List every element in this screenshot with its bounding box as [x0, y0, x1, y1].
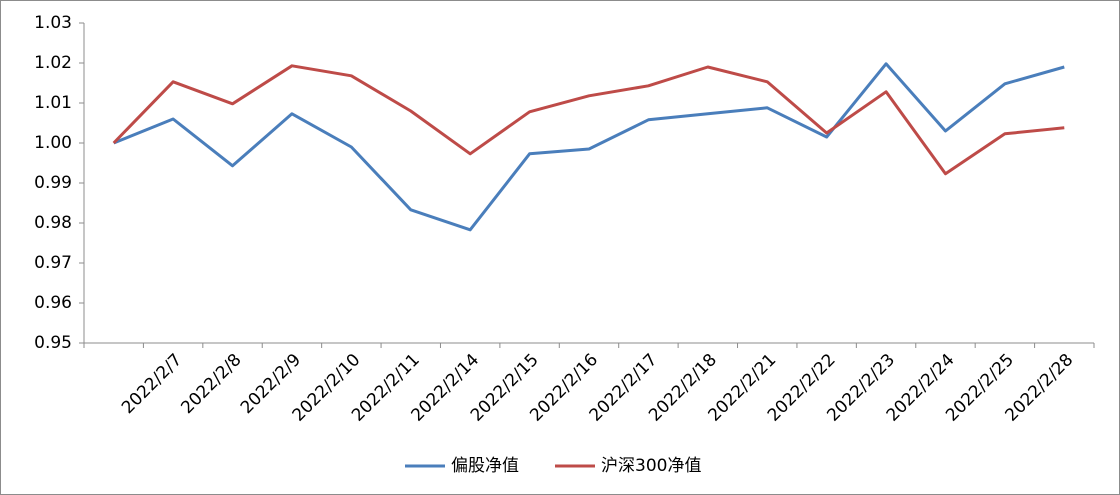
series-line — [112, 64, 1065, 176]
series-line — [113, 62, 1065, 232]
y-tick-label: 0.99 — [34, 173, 72, 193]
y-tick-label: 0.95 — [34, 333, 72, 353]
y-tick-label: 0.97 — [34, 253, 72, 273]
y-tick-label: 0.98 — [34, 213, 72, 233]
y-tick-label: 1.03 — [34, 13, 72, 33]
legend-label: 沪深300净值 — [601, 456, 701, 476]
y-tick-label: 1.01 — [34, 93, 72, 113]
y-tick-label: 1.02 — [34, 53, 72, 73]
legend-label: 偏股净值 — [451, 456, 519, 476]
y-tick-label: 0.96 — [34, 293, 72, 313]
y-tick-label: 1.00 — [34, 133, 72, 153]
